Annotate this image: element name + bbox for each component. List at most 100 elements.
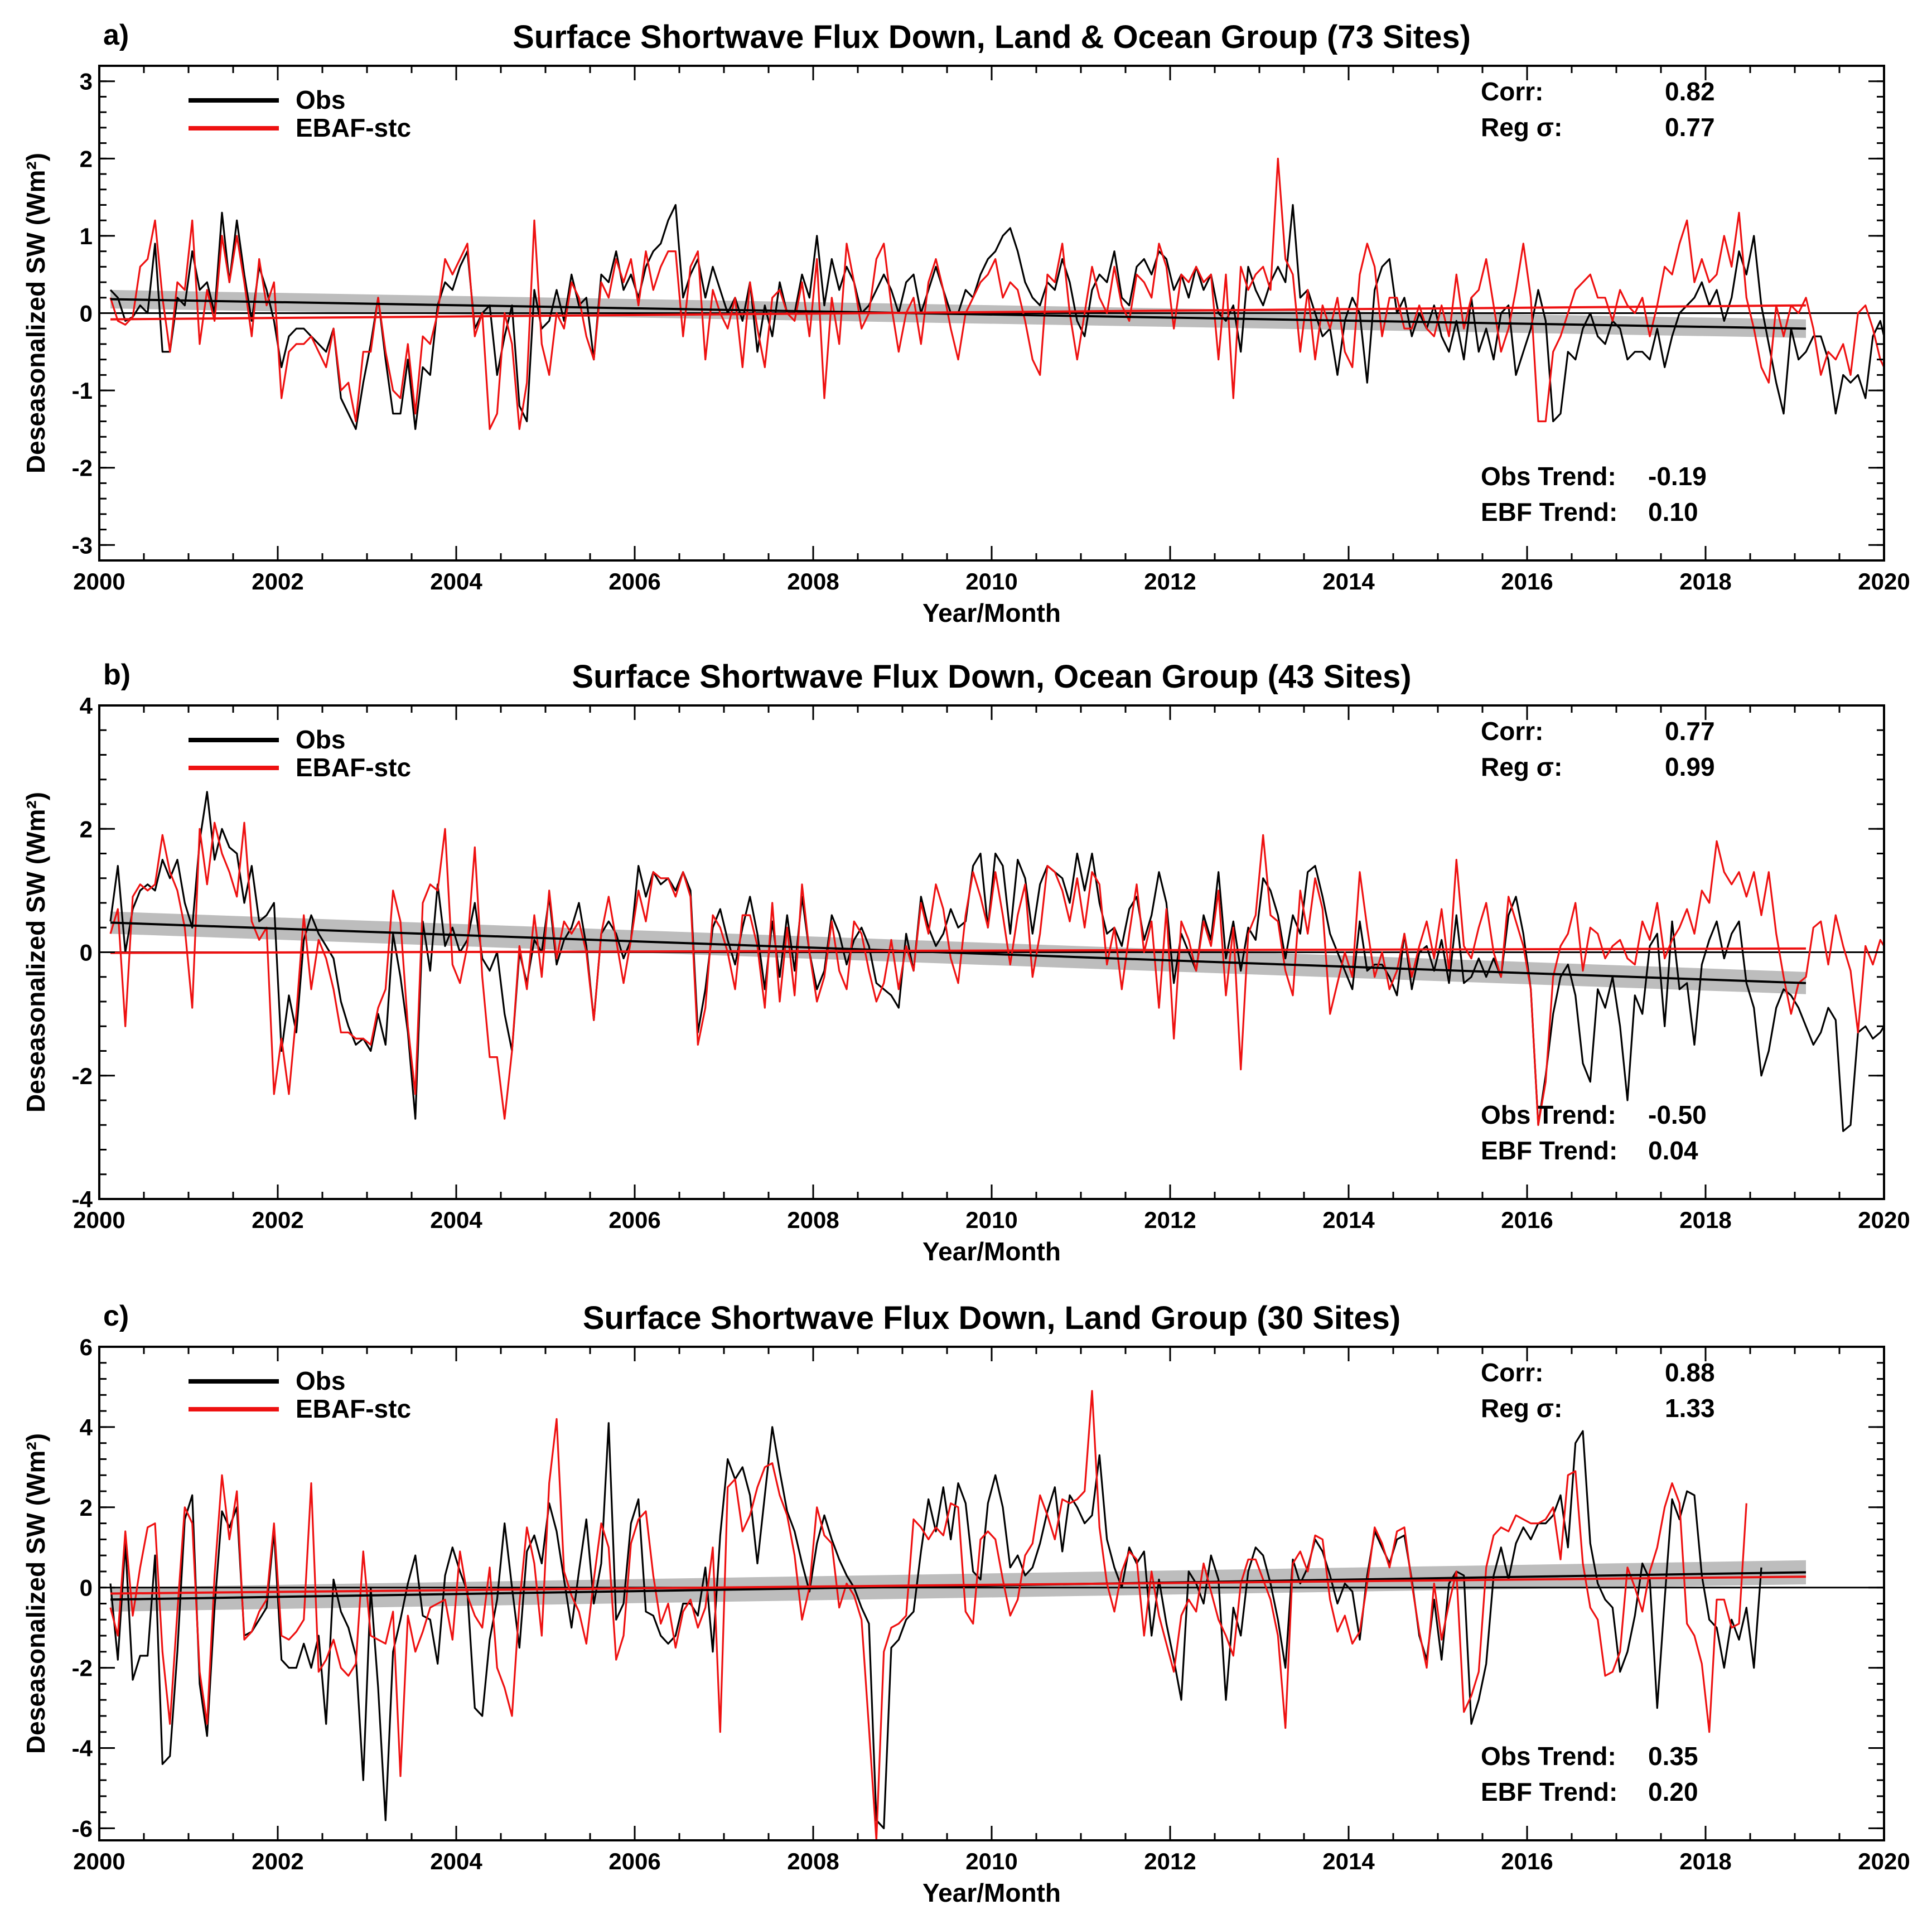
x-tick-label: 2010: [965, 568, 1017, 594]
y-tick-label: 2: [80, 816, 93, 842]
obs-trend-line: [110, 298, 1807, 330]
x-tick-label: 2014: [1322, 1848, 1375, 1874]
y-tick-label: 3: [80, 69, 93, 95]
x-tick-label: 2004: [430, 1848, 482, 1874]
y-tick-label: -2: [72, 1655, 93, 1681]
stat-label: Corr:: [1481, 77, 1543, 106]
legend-obs-label: Obs: [296, 85, 345, 114]
y-tick-label: 0: [80, 940, 93, 966]
panel-a: a) Surface Shortwave Flux Down, Land & Oc…: [21, 19, 1910, 627]
y-tick-label: -3: [72, 532, 93, 558]
x-tick-label: 2010: [965, 1848, 1017, 1874]
x-tick-label: 2014: [1322, 568, 1375, 594]
panel-label: a): [103, 19, 129, 51]
x-tick-label: 2020: [1858, 568, 1910, 594]
y-axis-label: Deseasonalized SW (Wm²): [21, 153, 50, 473]
trend-value: 0.35: [1648, 1742, 1698, 1771]
obs-series-line: [109, 1422, 1762, 1829]
panel-label: b): [103, 659, 131, 691]
x-tick-label: 2018: [1679, 568, 1731, 594]
stat-value: 0.77: [1665, 113, 1715, 142]
panel-b: b) Surface Shortwave Flux Down, Ocean Gro…: [21, 659, 1910, 1266]
chart-title: Surface Shortwave Flux Down, Land & Ocea…: [513, 19, 1471, 55]
y-axis-label: Deseasonalized SW (Wm²): [21, 1433, 50, 1754]
x-axis-label: Year/Month: [922, 1878, 1061, 1907]
y-tick-label: 4: [80, 693, 93, 719]
trend-label: EBF Trend:: [1481, 1777, 1617, 1806]
trend-value: 0.04: [1648, 1136, 1698, 1165]
x-tick-label: 2012: [1144, 568, 1196, 594]
y-tick-label: 1: [80, 223, 93, 249]
x-tick-label: 2002: [252, 1207, 303, 1233]
stat-label: Corr:: [1481, 717, 1543, 746]
x-tick-label: 2008: [787, 1207, 839, 1233]
y-tick-label: 0: [80, 1575, 93, 1601]
legend-ebaf-label: EBAF-stc: [296, 753, 411, 782]
x-tick-label: 2002: [252, 1848, 303, 1874]
stat-value: 1.33: [1665, 1394, 1715, 1423]
y-tick-label: -2: [72, 455, 93, 481]
x-tick-label: 2000: [73, 568, 125, 594]
trend-value: 0.20: [1648, 1777, 1698, 1806]
trend-label: EBF Trend:: [1481, 497, 1617, 526]
ebaf-trend-line: [110, 304, 1807, 321]
stat-label: Reg σ:: [1481, 1394, 1562, 1423]
x-tick-label: 2012: [1144, 1848, 1196, 1874]
obs-trend-line: [110, 921, 1807, 984]
x-tick-label: 2020: [1858, 1848, 1910, 1874]
x-tick-label: 2000: [73, 1848, 125, 1874]
stat-value: 0.88: [1665, 1358, 1715, 1387]
x-axis-label: Year/Month: [922, 598, 1061, 627]
y-tick-label: 2: [80, 1495, 93, 1521]
x-tick-label: 2008: [787, 1848, 839, 1874]
trend-label: Obs Trend:: [1481, 1742, 1616, 1771]
x-tick-label: 2016: [1501, 1848, 1553, 1874]
stat-label: Reg σ:: [1481, 113, 1562, 142]
y-tick-label: -2: [72, 1063, 93, 1089]
y-tick-label: -4: [72, 1735, 93, 1762]
x-tick-label: 2008: [787, 568, 839, 594]
trend-value: 0.10: [1648, 497, 1698, 526]
x-tick-label: 2018: [1679, 1207, 1731, 1233]
plot-area: [109, 791, 1884, 1132]
obs-series-line: [109, 791, 1884, 1132]
x-tick-label: 2004: [430, 568, 482, 594]
ebaf-trend-line: [110, 947, 1807, 954]
y-tick-label: 0: [80, 301, 93, 327]
trend-value: -0.50: [1648, 1100, 1707, 1129]
stat-label: Corr:: [1481, 1358, 1543, 1387]
ebaf-trend-line: [110, 1575, 1807, 1595]
x-tick-label: 2006: [608, 1207, 660, 1233]
y-tick-label: 6: [80, 1334, 93, 1360]
x-tick-label: 2014: [1322, 1207, 1375, 1233]
x-tick-label: 2006: [608, 568, 660, 594]
panel-label: c): [103, 1300, 129, 1332]
x-tick-label: 2004: [430, 1207, 482, 1233]
y-axis-label: Deseasonalized SW (Wm²): [21, 792, 50, 1113]
stat-label: Reg σ:: [1481, 752, 1562, 781]
legend-ebaf-label: EBAF-stc: [296, 113, 411, 142]
x-tick-label: 2012: [1144, 1207, 1196, 1233]
x-tick-label: 2020: [1858, 1207, 1910, 1233]
legend-obs-label: Obs: [296, 725, 345, 754]
x-tick-label: 2016: [1501, 1207, 1553, 1233]
y-tick-label: 2: [80, 146, 93, 172]
x-tick-label: 2016: [1501, 568, 1553, 594]
legend-obs-label: Obs: [296, 1366, 345, 1395]
trend-value: -0.19: [1648, 462, 1707, 491]
x-tick-label: 2010: [965, 1207, 1017, 1233]
chart-title: Surface Shortwave Flux Down, Land Group …: [583, 1300, 1400, 1336]
x-tick-label: 2018: [1679, 1848, 1731, 1874]
x-tick-label: 2000: [73, 1207, 125, 1233]
x-axis-label: Year/Month: [922, 1237, 1061, 1266]
ebaf-series-line: [109, 157, 1884, 431]
trend-label: Obs Trend:: [1481, 1100, 1616, 1129]
stat-value: 0.82: [1665, 77, 1715, 106]
x-tick-label: 2002: [252, 568, 303, 594]
legend-ebaf-label: EBAF-stc: [296, 1394, 411, 1423]
panel-c: c) Surface Shortwave Flux Down, Land Grou…: [21, 1300, 1910, 1907]
ebaf-series-line: [109, 821, 1884, 1126]
